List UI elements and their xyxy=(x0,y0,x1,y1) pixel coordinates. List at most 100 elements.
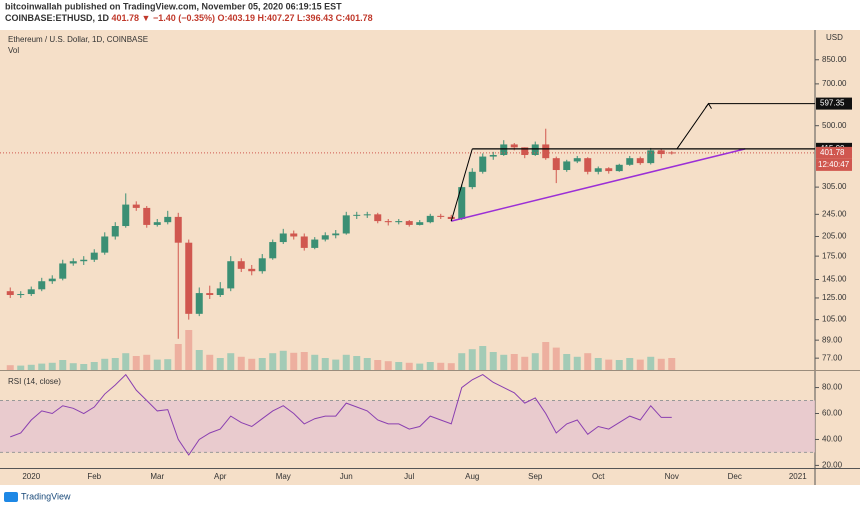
volume-bar xyxy=(647,356,655,370)
candle-body xyxy=(269,242,277,259)
y-tick-label: 850.00 xyxy=(822,55,847,64)
volume-bar xyxy=(626,358,634,370)
candle-body xyxy=(500,144,508,155)
volume-bar xyxy=(269,353,277,370)
volume-bar xyxy=(416,363,424,370)
volume-bar xyxy=(363,358,371,370)
candle-body xyxy=(164,216,172,223)
candle-body xyxy=(111,226,119,237)
candle-body xyxy=(521,147,529,155)
rsi-tick-label: 60.00 xyxy=(822,409,843,418)
candle-body xyxy=(69,261,77,264)
x-tick-label: Nov xyxy=(665,472,679,481)
candle-body xyxy=(395,221,403,223)
candle-body xyxy=(573,158,581,162)
candle-body xyxy=(227,261,235,289)
candle-body xyxy=(248,268,256,272)
pane-title: Ethereum / U.S. Dollar, 1D, COINBASE xyxy=(8,35,148,44)
x-tick-label: Dec xyxy=(728,472,742,481)
volume-bar xyxy=(573,356,581,370)
y-tick-label: 305.00 xyxy=(822,182,847,191)
candle-body xyxy=(101,236,109,253)
y-tick-label: 145.00 xyxy=(822,275,847,284)
candle-body xyxy=(479,156,487,172)
volume-bar xyxy=(174,344,182,370)
volume-bar xyxy=(290,352,298,370)
volume-bar xyxy=(605,359,613,370)
candle-body xyxy=(458,187,466,219)
currency-label: USD xyxy=(826,33,843,42)
volume-bar xyxy=(594,358,602,370)
candle-body xyxy=(426,215,434,223)
candle-body xyxy=(38,281,46,290)
candle-body xyxy=(531,144,539,155)
volume-bar xyxy=(668,358,676,370)
volume-bar xyxy=(48,362,56,370)
candle-body xyxy=(416,222,424,225)
volume-bar xyxy=(164,359,172,370)
candle-body xyxy=(279,233,287,243)
y-tick-label: 175.00 xyxy=(822,251,847,260)
y-tick-label: 205.00 xyxy=(822,232,847,241)
volume-bar xyxy=(279,350,287,370)
volume-bar xyxy=(321,358,329,370)
candle-body xyxy=(363,214,371,216)
volume-bar xyxy=(584,353,592,370)
candle-body xyxy=(342,215,350,234)
candle-body xyxy=(405,221,413,225)
rsi-tick-label: 80.00 xyxy=(822,383,843,392)
volume-bar xyxy=(153,359,161,370)
volume-bar xyxy=(38,363,46,370)
volume-bar xyxy=(563,354,571,370)
volume-bar xyxy=(122,353,130,370)
volume-bar xyxy=(500,354,508,370)
candle-body xyxy=(489,154,497,157)
volume-bar xyxy=(426,362,434,370)
candle-body xyxy=(437,215,445,217)
logo-icon xyxy=(4,492,18,502)
volume-bar xyxy=(521,356,529,370)
rsi-label: RSI (14, close) xyxy=(8,377,61,386)
trendline xyxy=(451,148,746,222)
volume-bar xyxy=(111,358,119,370)
candle-body xyxy=(374,214,382,222)
countdown: 12:40:47 xyxy=(818,160,850,169)
volume-bar xyxy=(468,349,476,370)
candle-body xyxy=(311,239,319,248)
candle-body xyxy=(552,158,560,171)
y-tick-label: 700.00 xyxy=(822,79,847,88)
volume-bar xyxy=(227,353,235,370)
y-tick-label: 245.00 xyxy=(822,209,847,218)
candle-body xyxy=(668,152,676,154)
rsi-tick-label: 40.00 xyxy=(822,435,843,444)
candle-body xyxy=(174,216,182,243)
volume-bar xyxy=(479,346,487,370)
y-tick-label: 500.00 xyxy=(822,121,847,130)
volume-bar xyxy=(437,362,445,370)
x-tick-label: Sep xyxy=(528,472,543,481)
candle-body xyxy=(353,214,361,216)
x-tick-label: 2020 xyxy=(22,472,40,481)
candle-body xyxy=(468,171,476,188)
volume-bar xyxy=(552,347,560,370)
level-label: 597.35 xyxy=(820,99,845,108)
volume-bar xyxy=(531,353,539,370)
volume-bar xyxy=(195,350,203,370)
x-tick-label: Apr xyxy=(214,472,227,481)
volume-bar xyxy=(510,354,518,370)
candle-body xyxy=(143,207,151,225)
level-box xyxy=(816,97,852,110)
volume-bar xyxy=(374,360,382,370)
candle-body xyxy=(657,150,665,155)
candle-body xyxy=(258,258,266,272)
brand[interactable]: TradingView xyxy=(21,491,71,501)
volume-bar xyxy=(90,362,98,370)
candle-body xyxy=(195,293,203,314)
last-price-box xyxy=(816,146,852,159)
candle-body xyxy=(626,158,634,165)
candle-body xyxy=(27,289,35,295)
candle-body xyxy=(447,216,455,219)
volume-bar xyxy=(458,353,466,370)
candle-body xyxy=(132,204,140,208)
volume-bar xyxy=(143,354,151,370)
